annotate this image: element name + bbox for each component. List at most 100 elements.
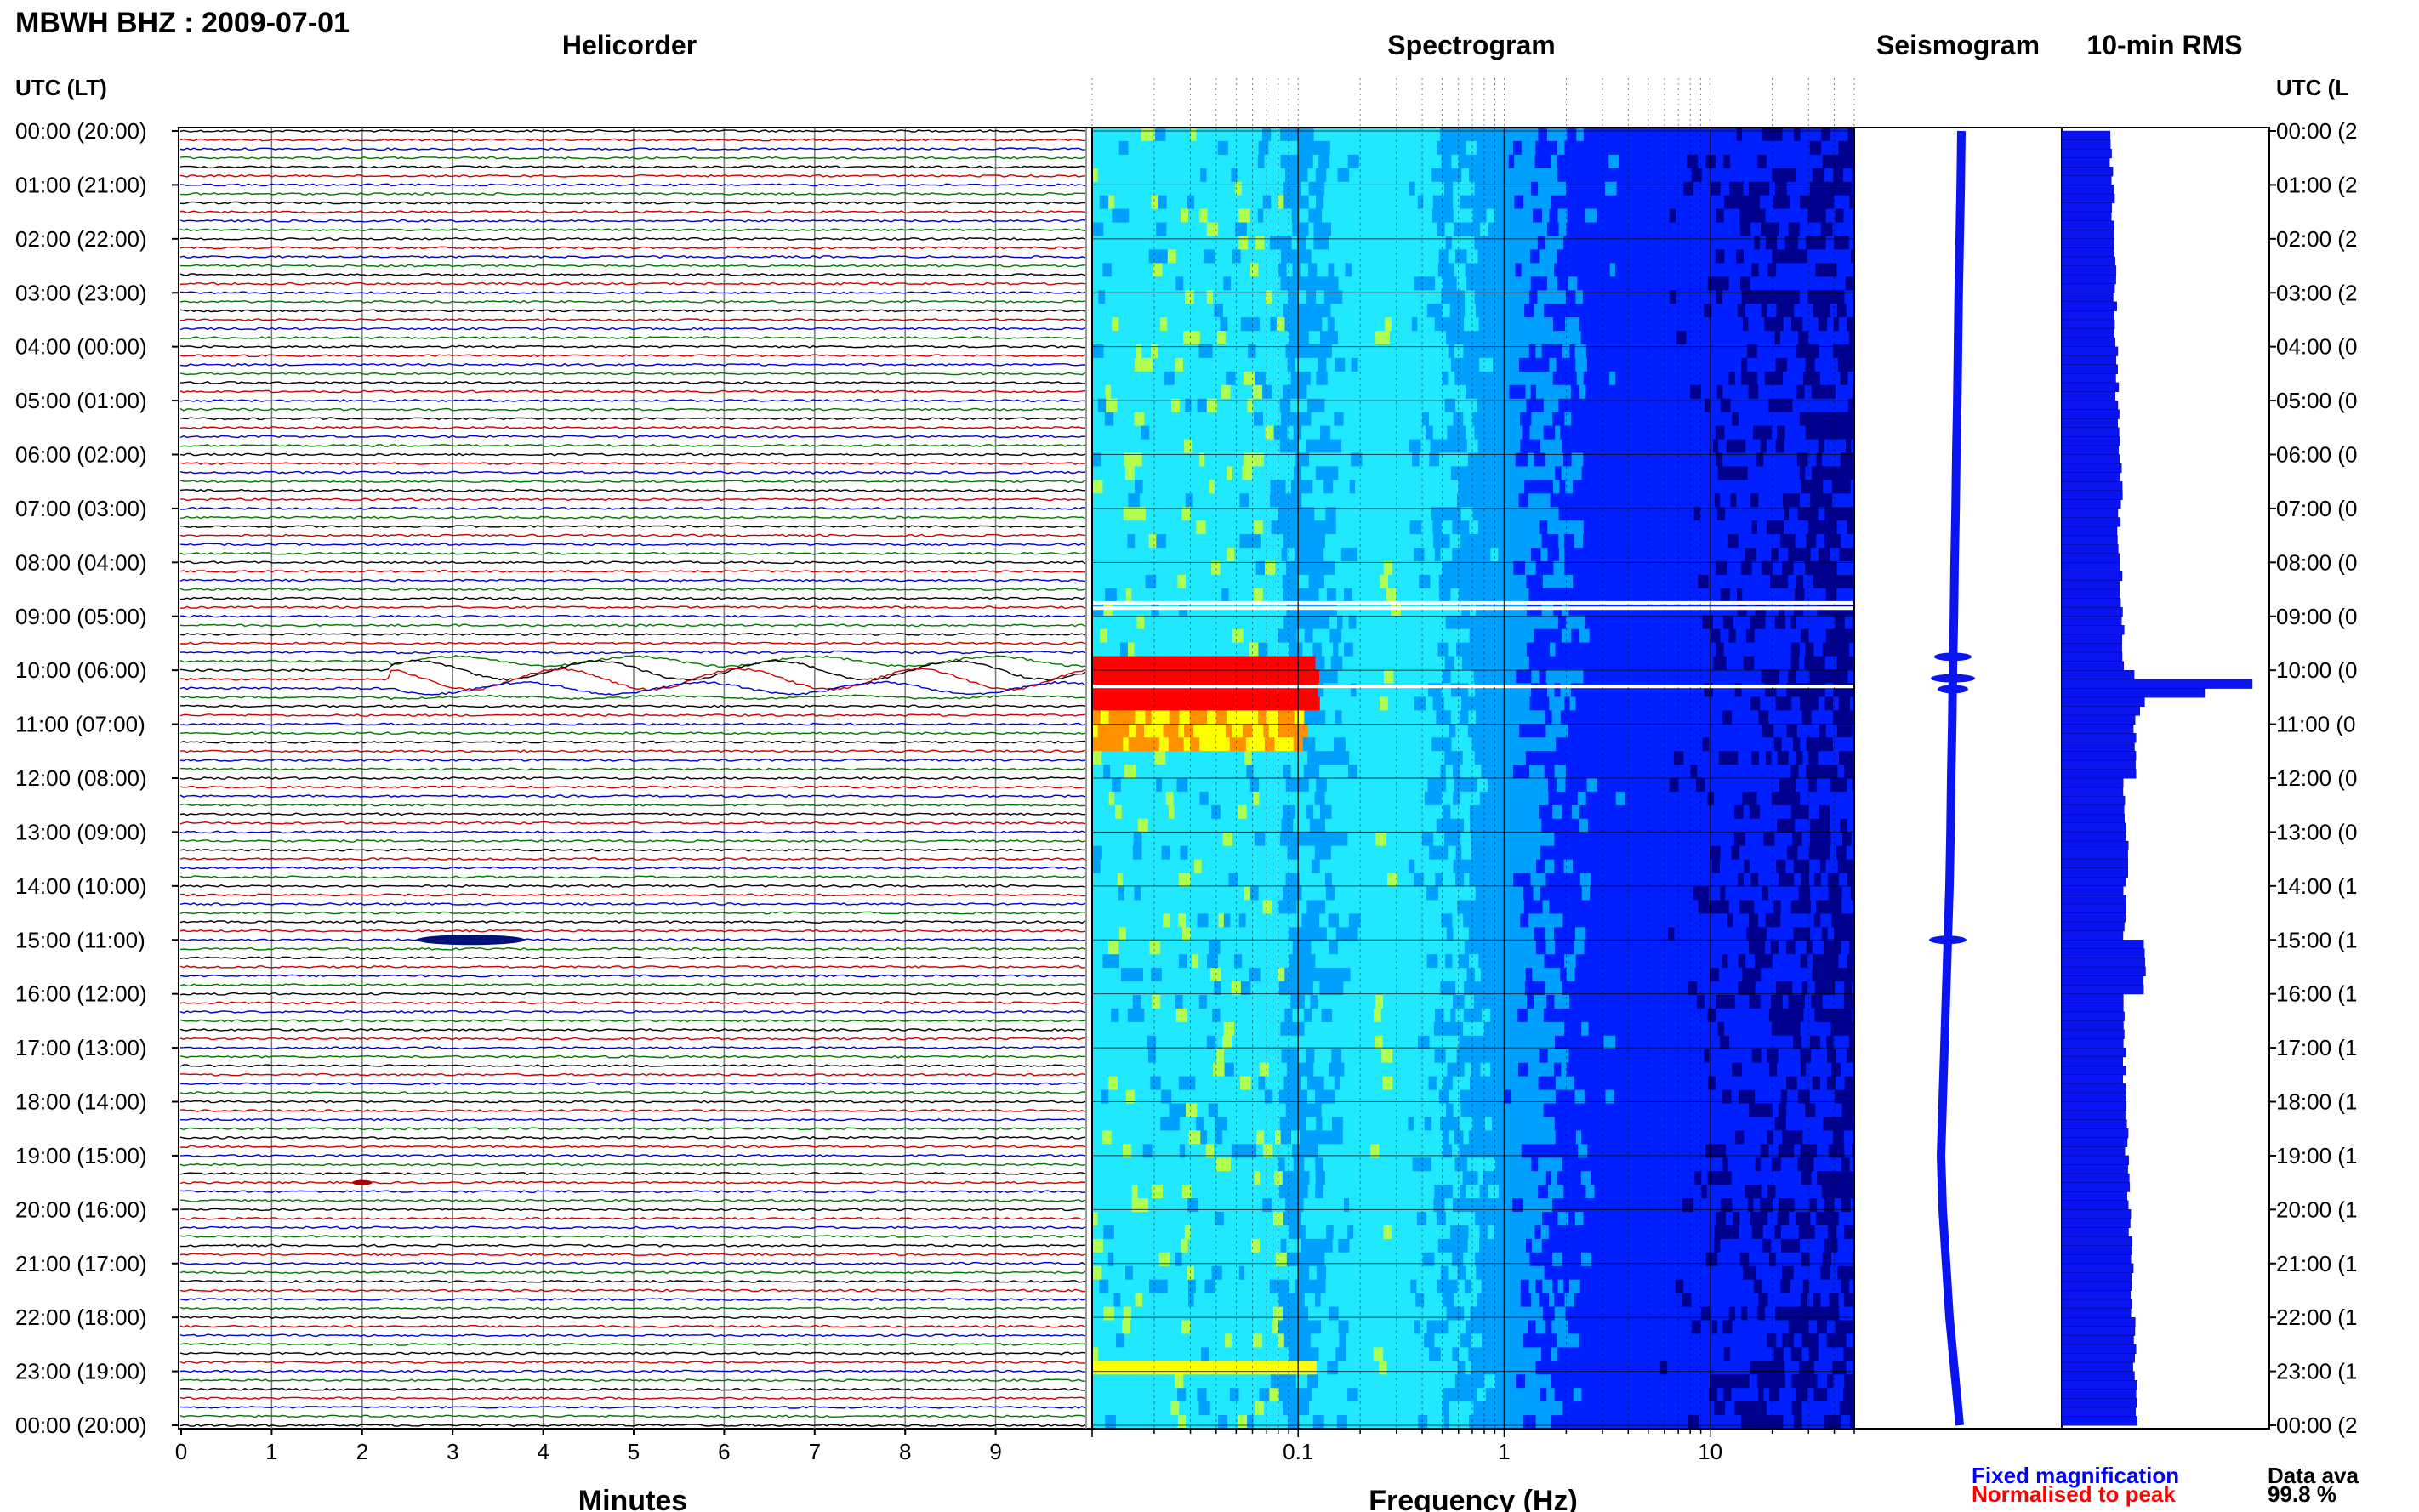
spectrogram-cell [1818,656,1826,670]
spectrogram-cell [1774,154,1781,169]
spectrogram-cell [1499,398,1505,413]
spectrogram-cell [1178,724,1185,738]
spectrogram-cell [1144,439,1153,453]
spectrogram-cell [1716,208,1725,223]
spectrogram-cell [1458,290,1466,304]
spectrogram-cell [1258,804,1270,820]
spectrogram-cell [1636,140,1648,156]
spectrogram-cell [1191,398,1198,413]
spectrogram-cell [1255,290,1261,304]
spectrogram-cell [1525,751,1534,765]
spectrogram-cell [1544,804,1553,820]
spectrogram-cell [1638,724,1646,738]
spectrogram-cell [1803,398,1811,413]
spectrogram-cell [1630,480,1639,494]
spectrogram-cell [1112,331,1118,345]
spectrogram-cell [1647,317,1657,332]
spectrogram-cell [1439,452,1448,467]
spectrogram-cell [1464,357,1472,372]
spectrogram-cell [1421,588,1434,603]
spectrogram-cell [1099,128,1108,142]
spectrogram-cell [1574,344,1587,359]
minute-tick-label: 2 [356,1439,368,1464]
spectrogram-cell [1141,845,1154,860]
spectrogram-cell [1484,737,1494,752]
spectrogram-cell [1129,331,1137,345]
spectrogram-cell [1697,304,1705,318]
spectrogram-cell [1817,737,1824,752]
spectrogram-cell [1429,642,1439,657]
spectrogram-cell [1694,357,1705,372]
spectrogram-cell [1679,493,1691,508]
spectrogram-cell [1349,710,1357,725]
spectrogram-cell [1639,520,1651,535]
spectrogram-cell [1430,128,1441,142]
spectrogram-cell [1479,357,1488,372]
helicorder-trace-row [179,974,1086,978]
spectrogram-cell [1608,480,1621,494]
spectrogram-cell [1264,737,1276,752]
spectrogram-cell [1347,425,1357,440]
spectrogram-cell [1631,452,1643,467]
spectrogram-cell [1563,236,1573,250]
spectrogram-cell [1121,804,1133,820]
spectrogram-cell [1136,696,1148,711]
spectrogram-cell [1851,249,1855,264]
spectrogram-cell [1092,452,1102,467]
spectrogram-cell [1718,804,1727,820]
spectrogram-cell [1215,384,1222,400]
spectrogram-cell [1206,181,1214,196]
spectrogram-cell [1786,181,1795,196]
spectrogram-cell [1605,412,1618,426]
spectrogram-cell [1650,263,1659,277]
spectrogram-cell [1514,195,1524,209]
helicorder-trace-row [179,632,1086,636]
spectrogram-cell [1748,140,1759,156]
spectrogram-cell [1420,656,1428,670]
spectrogram-cell [1782,304,1795,318]
spectrogram-cell [1384,507,1394,521]
spectrogram-cell [1331,548,1342,562]
spectrogram-cell [1262,574,1275,589]
spectrogram-cell [1460,778,1470,793]
spectrogram-cell [1814,357,1823,372]
spectrogram-cell [1189,425,1199,440]
spectrogram-cell [1518,628,1527,643]
spectrogram-cell [1486,208,1495,223]
spectrogram-cell [1449,304,1457,318]
spectrogram-cell [1268,804,1276,820]
spectrogram-cell [1401,574,1410,589]
spectrogram-cell [1660,357,1671,372]
spectrogram-cell [1389,236,1396,250]
spectrogram-cell [1459,710,1469,725]
spectrogram-cell [1120,642,1129,657]
spectrogram-cell [1092,154,1102,169]
spectrogram-cell [1829,574,1837,589]
spectrogram-cell [1559,480,1566,494]
spectrogram-cell [1608,751,1619,765]
spectrogram-cell [1291,236,1298,250]
spectrogram-cell [1558,493,1570,508]
spectrogram-cell [1358,154,1367,169]
spectrogram-cell [1112,154,1124,169]
spectrogram-cell [1110,765,1118,779]
spectrogram-cell [1256,222,1269,236]
helicorder-trace-row [179,946,1086,951]
spectrogram-cell [1420,140,1427,156]
spectrogram-cell [1137,263,1146,277]
helicorder-trace-row [179,173,1086,178]
spectrogram-cell [1650,412,1658,426]
spectrogram-cell [1160,548,1168,562]
spectrogram-cell [1671,548,1680,562]
spectrogram-cell [1499,452,1507,467]
spectrogram-cell [1316,778,1328,793]
spectrogram-cell [1739,344,1748,359]
spectrogram-cell [1357,425,1366,440]
spectrogram-cell [1322,317,1329,332]
spectrogram-cell [1443,804,1451,820]
spectrogram-cell [1246,520,1255,535]
helicorder-trace-row [179,560,1086,565]
spectrogram-cell [1660,398,1671,413]
spectrogram-cell [1582,398,1591,413]
spectrogram-cell [1851,466,1855,480]
